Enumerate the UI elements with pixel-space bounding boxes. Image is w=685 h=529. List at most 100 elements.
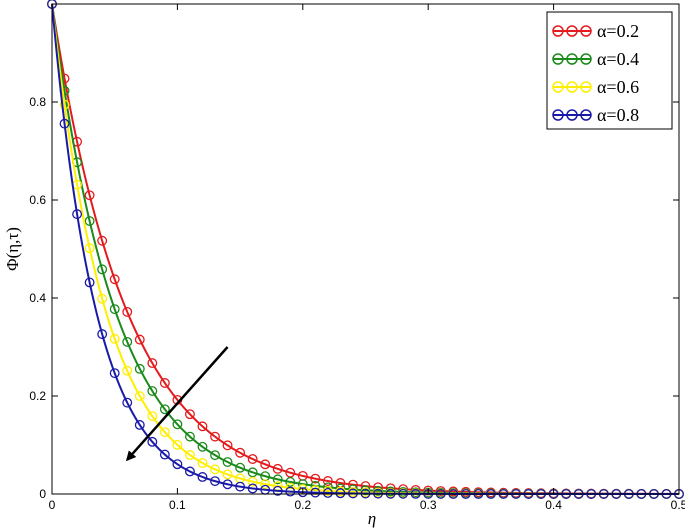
data-point <box>272 463 283 474</box>
data-point <box>159 449 170 460</box>
x-tick-label: 0 <box>49 498 56 512</box>
data-point <box>210 431 220 442</box>
data-point <box>109 368 120 379</box>
ticks-layer: 0 0.1 0.2 0.3 0.4 0.5 0 0.2 0.4 0.6 0.8 <box>29 4 685 512</box>
legend-marker <box>566 53 578 65</box>
data-point <box>285 467 296 478</box>
data-point <box>247 467 258 478</box>
y-tick-label: 0.6 <box>29 193 46 207</box>
data-point <box>285 477 296 487</box>
data-point <box>197 472 208 482</box>
y-tick-label: 0 <box>39 487 46 501</box>
data-point <box>235 447 246 458</box>
data-point <box>285 486 296 497</box>
x-tick-label: 0.2 <box>294 498 311 512</box>
data-point <box>134 420 145 430</box>
legend-marker <box>580 25 592 37</box>
data-point <box>59 99 70 110</box>
legend-marker <box>580 53 592 65</box>
data-point <box>210 450 220 461</box>
data-point <box>122 365 133 376</box>
legend: α=0.2 α=0.4 α=0.6 α=0.8 <box>546 11 673 130</box>
data-point <box>222 457 233 467</box>
data-point <box>297 487 308 498</box>
data-point <box>260 459 271 470</box>
legend-marker <box>552 53 564 65</box>
data-point <box>84 190 95 201</box>
data-point <box>72 209 83 220</box>
trend-arrow <box>125 346 229 462</box>
data-point <box>109 333 120 344</box>
data-point <box>84 277 95 288</box>
data-point <box>97 329 108 340</box>
data-point <box>272 474 283 485</box>
legend-label: α=0.8 <box>597 105 639 125</box>
data-point <box>147 386 158 396</box>
legend-label: α=0.2 <box>597 21 639 41</box>
data-point <box>184 409 195 420</box>
data-point <box>310 473 321 484</box>
data-point <box>222 440 233 451</box>
data-point <box>210 464 220 475</box>
data-point <box>122 306 133 317</box>
data-point <box>235 481 246 492</box>
y-tick-label: 0.4 <box>29 291 46 305</box>
legend-marker <box>580 109 592 121</box>
data-point <box>335 488 346 499</box>
legend-marker <box>580 81 592 93</box>
legend-marker <box>552 25 564 37</box>
data-point <box>97 235 108 246</box>
y-axis-label: Φ(η,τ) <box>3 227 22 271</box>
legend-label: α=0.6 <box>597 77 639 97</box>
legend-item-2: α=0.4 <box>552 49 639 69</box>
data-point <box>84 216 95 226</box>
data-point <box>322 488 333 498</box>
legend-item-4: α=0.8 <box>552 105 639 125</box>
data-point <box>247 454 258 464</box>
x-tick-label: 0.4 <box>545 498 562 512</box>
data-point <box>184 466 195 477</box>
data-point <box>235 462 246 473</box>
data-point <box>159 404 170 415</box>
data-point <box>197 421 208 432</box>
data-point <box>109 274 120 285</box>
plot-frame <box>51 3 680 495</box>
data-point <box>97 293 108 304</box>
data-point <box>322 476 333 486</box>
legend-item-3: α=0.6 <box>552 77 639 97</box>
data-point <box>260 479 271 490</box>
data-point <box>247 476 258 487</box>
x-tick-label: 0.1 <box>169 498 186 512</box>
y-tick-label: 0.2 <box>29 389 46 403</box>
data-point <box>122 336 133 347</box>
data-point <box>134 334 145 345</box>
x-tick-label: 0.5 <box>671 498 685 512</box>
data-point <box>247 483 258 494</box>
data-point <box>122 397 133 408</box>
legend-item-1: α=0.2 <box>552 21 639 41</box>
data-point <box>310 487 321 498</box>
legend-marker <box>566 81 578 93</box>
data-point <box>172 439 183 450</box>
data-point <box>147 411 158 422</box>
data-point <box>348 488 358 499</box>
data-point <box>222 479 233 490</box>
data-point <box>197 441 208 452</box>
data-point <box>184 431 195 442</box>
data-point <box>147 436 158 447</box>
data-point <box>272 485 283 496</box>
data-point <box>172 419 183 430</box>
data-point <box>197 458 208 468</box>
data-point <box>84 243 95 254</box>
data-point <box>147 358 158 369</box>
legend-label: α=0.4 <box>597 49 639 69</box>
data-point <box>159 427 170 438</box>
legend-marker <box>552 81 564 93</box>
legend-marker <box>566 109 578 121</box>
data-point <box>172 459 183 470</box>
data-point <box>134 363 145 374</box>
data-point <box>222 469 233 480</box>
x-tick-label: 0.3 <box>420 498 437 512</box>
data-point <box>109 304 120 315</box>
